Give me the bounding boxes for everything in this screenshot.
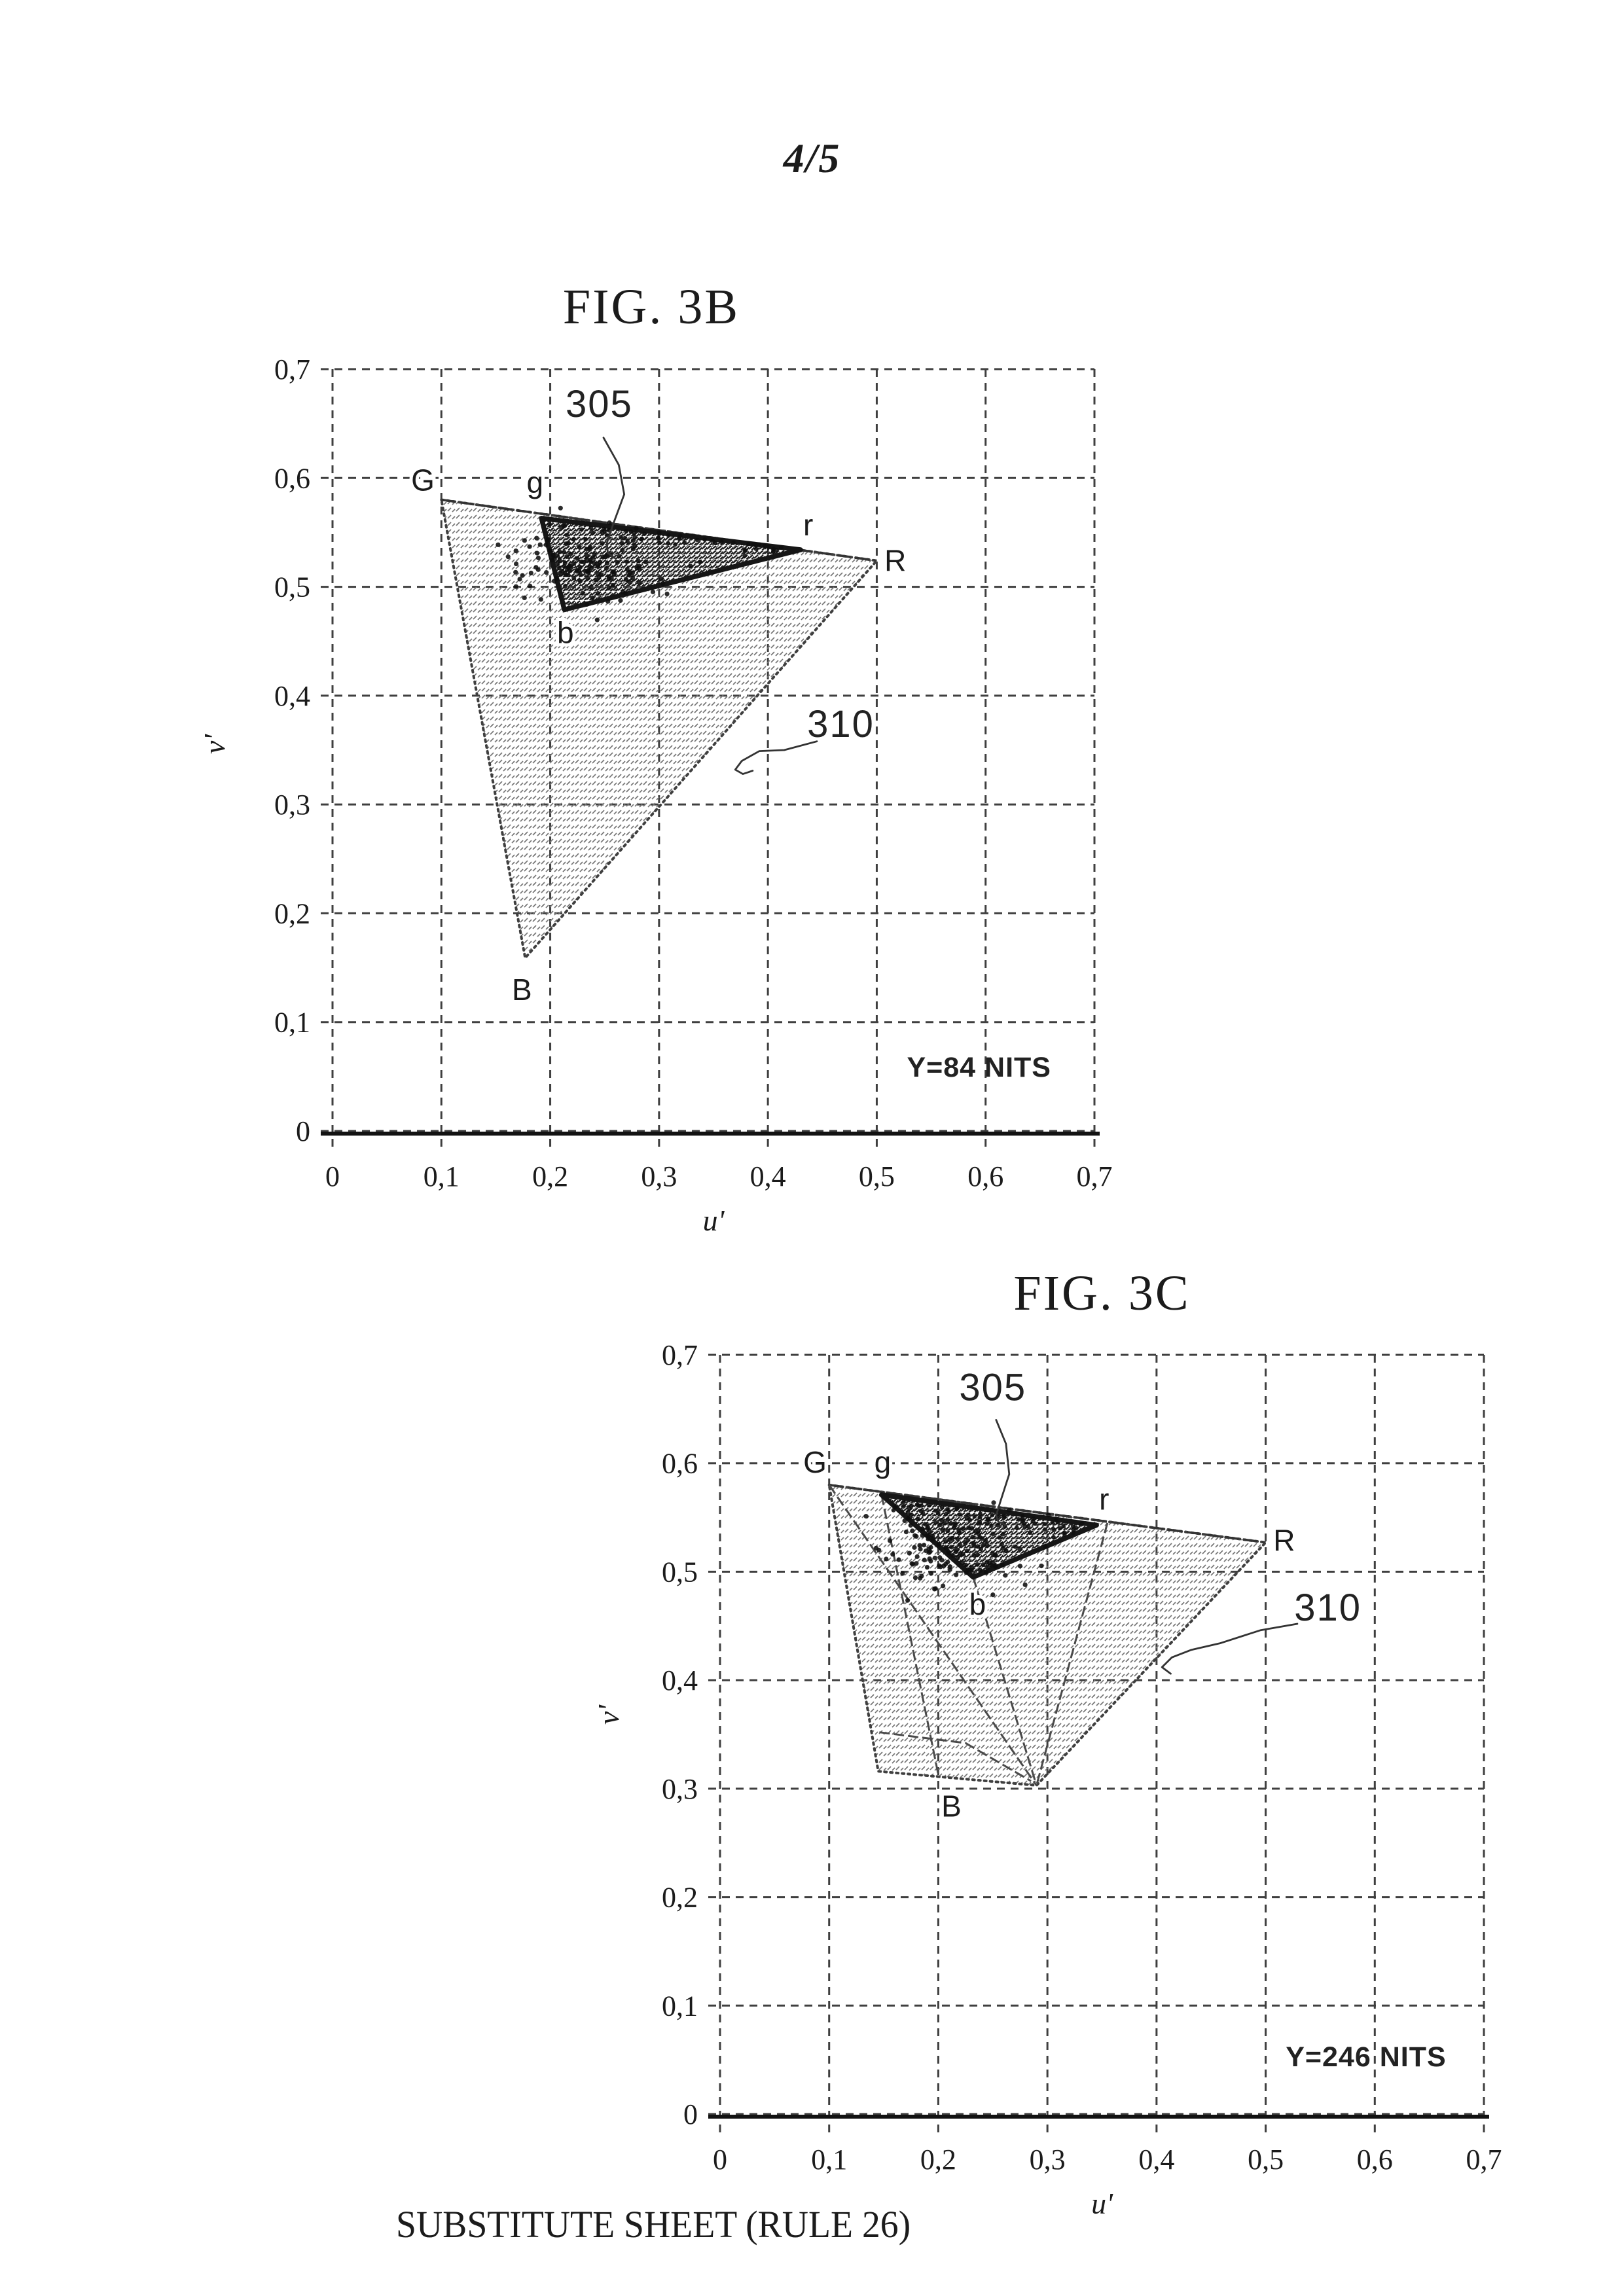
x-tick-label: 0,6 <box>967 1160 1003 1193</box>
vertex-label-R: R <box>884 544 906 578</box>
y-tick-label: 0,1 <box>274 1007 310 1039</box>
vertex-label-B: B <box>512 973 532 1007</box>
ref-numeral-310: 310 <box>807 703 875 745</box>
x-tick-label: 0,5 <box>1248 2144 1284 2176</box>
x-axis-label: u' <box>1091 2187 1113 2220</box>
vertex-label-b: b <box>557 615 574 649</box>
y-tick-label: 0 <box>683 2098 698 2130</box>
grid <box>321 368 1096 1151</box>
luminance-annotation: Y=246 NITS <box>1286 2041 1446 2073</box>
x-tick-label: 0,7 <box>1077 1160 1113 1193</box>
vertex-label-G: G <box>803 1445 827 1479</box>
y-tick-label: 0,2 <box>662 1882 698 1914</box>
y-axis-label: v' <box>592 1704 625 1725</box>
y-tick-label: 0,6 <box>662 1448 698 1480</box>
ref-numeral-310: 310 <box>1294 1587 1362 1629</box>
x-tick-label: 0 <box>713 2144 727 2176</box>
x-tick-label: 0,7 <box>1466 2144 1502 2176</box>
y-tick-label: 0,5 <box>662 1556 698 1588</box>
x-tick-label: 0,4 <box>750 1160 786 1193</box>
x-tick-label: 0,5 <box>859 1160 895 1193</box>
x-axis-label: u' <box>703 1204 725 1237</box>
vertex-label-R: R <box>1273 1523 1295 1557</box>
x-tick-label: 0 <box>325 1160 340 1193</box>
leader-lines <box>995 1419 1299 1675</box>
ref-numeral-305: 305 <box>566 383 633 425</box>
y-tick-label: 0,3 <box>274 789 310 821</box>
gamut-305-region <box>539 516 803 613</box>
page-number: 4/5 <box>783 135 841 181</box>
x-tick-label: 0,1 <box>811 2144 847 2176</box>
y-tick-label: 0,3 <box>662 1773 698 1805</box>
y-tick-label: 0,6 <box>274 462 310 494</box>
y-tick-label: 0,1 <box>662 1990 698 2022</box>
vertex-label-g: g <box>875 1445 892 1479</box>
y-tick-label: 0,7 <box>662 1339 698 1371</box>
leader-lines <box>602 437 818 775</box>
x-tick-label: 0,2 <box>532 1160 568 1193</box>
grid <box>708 1354 1485 2134</box>
vertex-label-r: r <box>803 508 813 542</box>
chart-title: FIG. 3B <box>563 279 740 334</box>
scatter-points <box>496 505 784 622</box>
chart-title: FIG. 3C <box>1013 1266 1190 1321</box>
x-tick-label: 0,1 <box>424 1160 460 1193</box>
y-tick-label: 0,5 <box>274 571 310 603</box>
x-tick-label: 0,4 <box>1138 2144 1174 2176</box>
y-tick-label: 0 <box>296 1115 310 1147</box>
ref-numeral-305: 305 <box>959 1367 1026 1409</box>
footer-substitute-sheet: SUBSTITUTE SHEET (RULE 26) <box>396 2203 911 2246</box>
y-tick-label: 0,4 <box>274 680 310 712</box>
luminance-annotation: Y=84 NITS <box>907 1052 1051 1083</box>
vertex-label-r: r <box>1099 1482 1109 1516</box>
y-tick-label: 0,7 <box>274 353 310 386</box>
x-tick-label: 0,3 <box>641 1160 677 1193</box>
vertex-label-b: b <box>969 1587 986 1621</box>
x-tick-label: 0,6 <box>1357 2144 1393 2176</box>
x-tick-label: 0,2 <box>920 2144 956 2176</box>
vertex-label-g: g <box>526 465 543 499</box>
tick-labels: 0 0,1 0,2 0,3 0,4 0,5 0,6 0,7 0 0,1 0,2 0,3 0,4 0,5 0,… <box>274 353 1113 1193</box>
scatter-points <box>863 1499 1085 1603</box>
y-axis-label: v' <box>198 734 231 754</box>
tick-labels: 0 0,1 0,2 0,3 0,4 0,5 0,6 0,7 0 0,1 0,2 0,3 0,4 0,5 0,… <box>662 1339 1502 2176</box>
y-tick-label: 0,4 <box>662 1664 698 1696</box>
vertex-label-G: G <box>411 463 435 497</box>
x-tick-label: 0,3 <box>1030 2144 1066 2176</box>
vertex-label-B: B <box>941 1789 962 1823</box>
y-tick-label: 0,2 <box>274 897 310 929</box>
